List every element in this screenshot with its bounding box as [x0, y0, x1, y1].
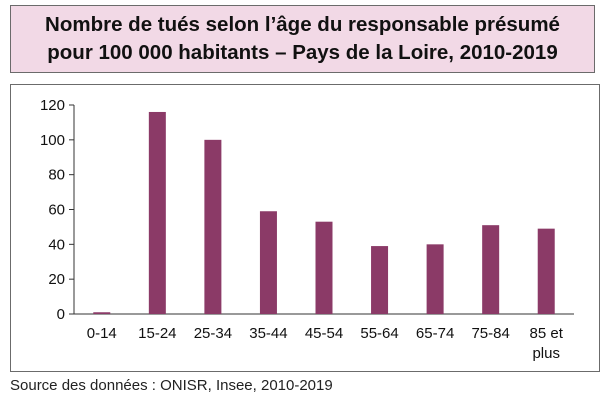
bar	[93, 312, 111, 314]
x-tick-label: 85 et	[530, 325, 564, 342]
x-tick-label: 75-84	[471, 325, 509, 342]
chart-frame: 0 20 40 60 80 100 120 0-14 15-24 25-34 35-44 45-54 5…	[10, 84, 600, 372]
x-tick-label: 0-14	[87, 325, 117, 342]
bar	[371, 246, 389, 314]
bar	[148, 111, 166, 314]
bar	[537, 228, 555, 314]
y-tick-label: 80	[48, 167, 65, 184]
x-tick-label: 65-74	[416, 325, 454, 342]
chart-title-box: Nombre de tués selon l’âge du responsabl…	[10, 5, 595, 73]
bar	[482, 225, 500, 314]
x-tick-label: 45-54	[305, 325, 343, 342]
y-tick-label: 0	[57, 306, 65, 323]
chart-title-line-2: pour 100 000 habitants – Pays de la Loir…	[47, 41, 558, 64]
x-tick-label: 55-64	[360, 325, 398, 342]
bar	[426, 244, 444, 314]
x-tick-label: 15-24	[138, 325, 176, 342]
x-tick-label: 25-34	[194, 325, 232, 342]
x-tick-label: 35-44	[249, 325, 287, 342]
y-tick-label: 120	[40, 97, 65, 114]
y-tick-label: 100	[40, 132, 65, 149]
bar	[315, 221, 333, 314]
chart-title-line-1: Nombre de tués selon l’âge du responsabl…	[45, 13, 560, 36]
bar	[204, 139, 222, 314]
y-tick-label: 40	[48, 236, 65, 253]
bar	[259, 211, 277, 314]
source-note: Source des données : ONISR, Insee, 2010-…	[10, 377, 333, 394]
y-tick-label: 60	[48, 202, 65, 219]
y-tick-label: 20	[48, 271, 65, 288]
x-tick-label: plus	[532, 345, 560, 362]
bar-chart: 0 20 40 60 80 100 120 0-14 15-24 25-34 35-44 45-54 5…	[40, 97, 574, 362]
